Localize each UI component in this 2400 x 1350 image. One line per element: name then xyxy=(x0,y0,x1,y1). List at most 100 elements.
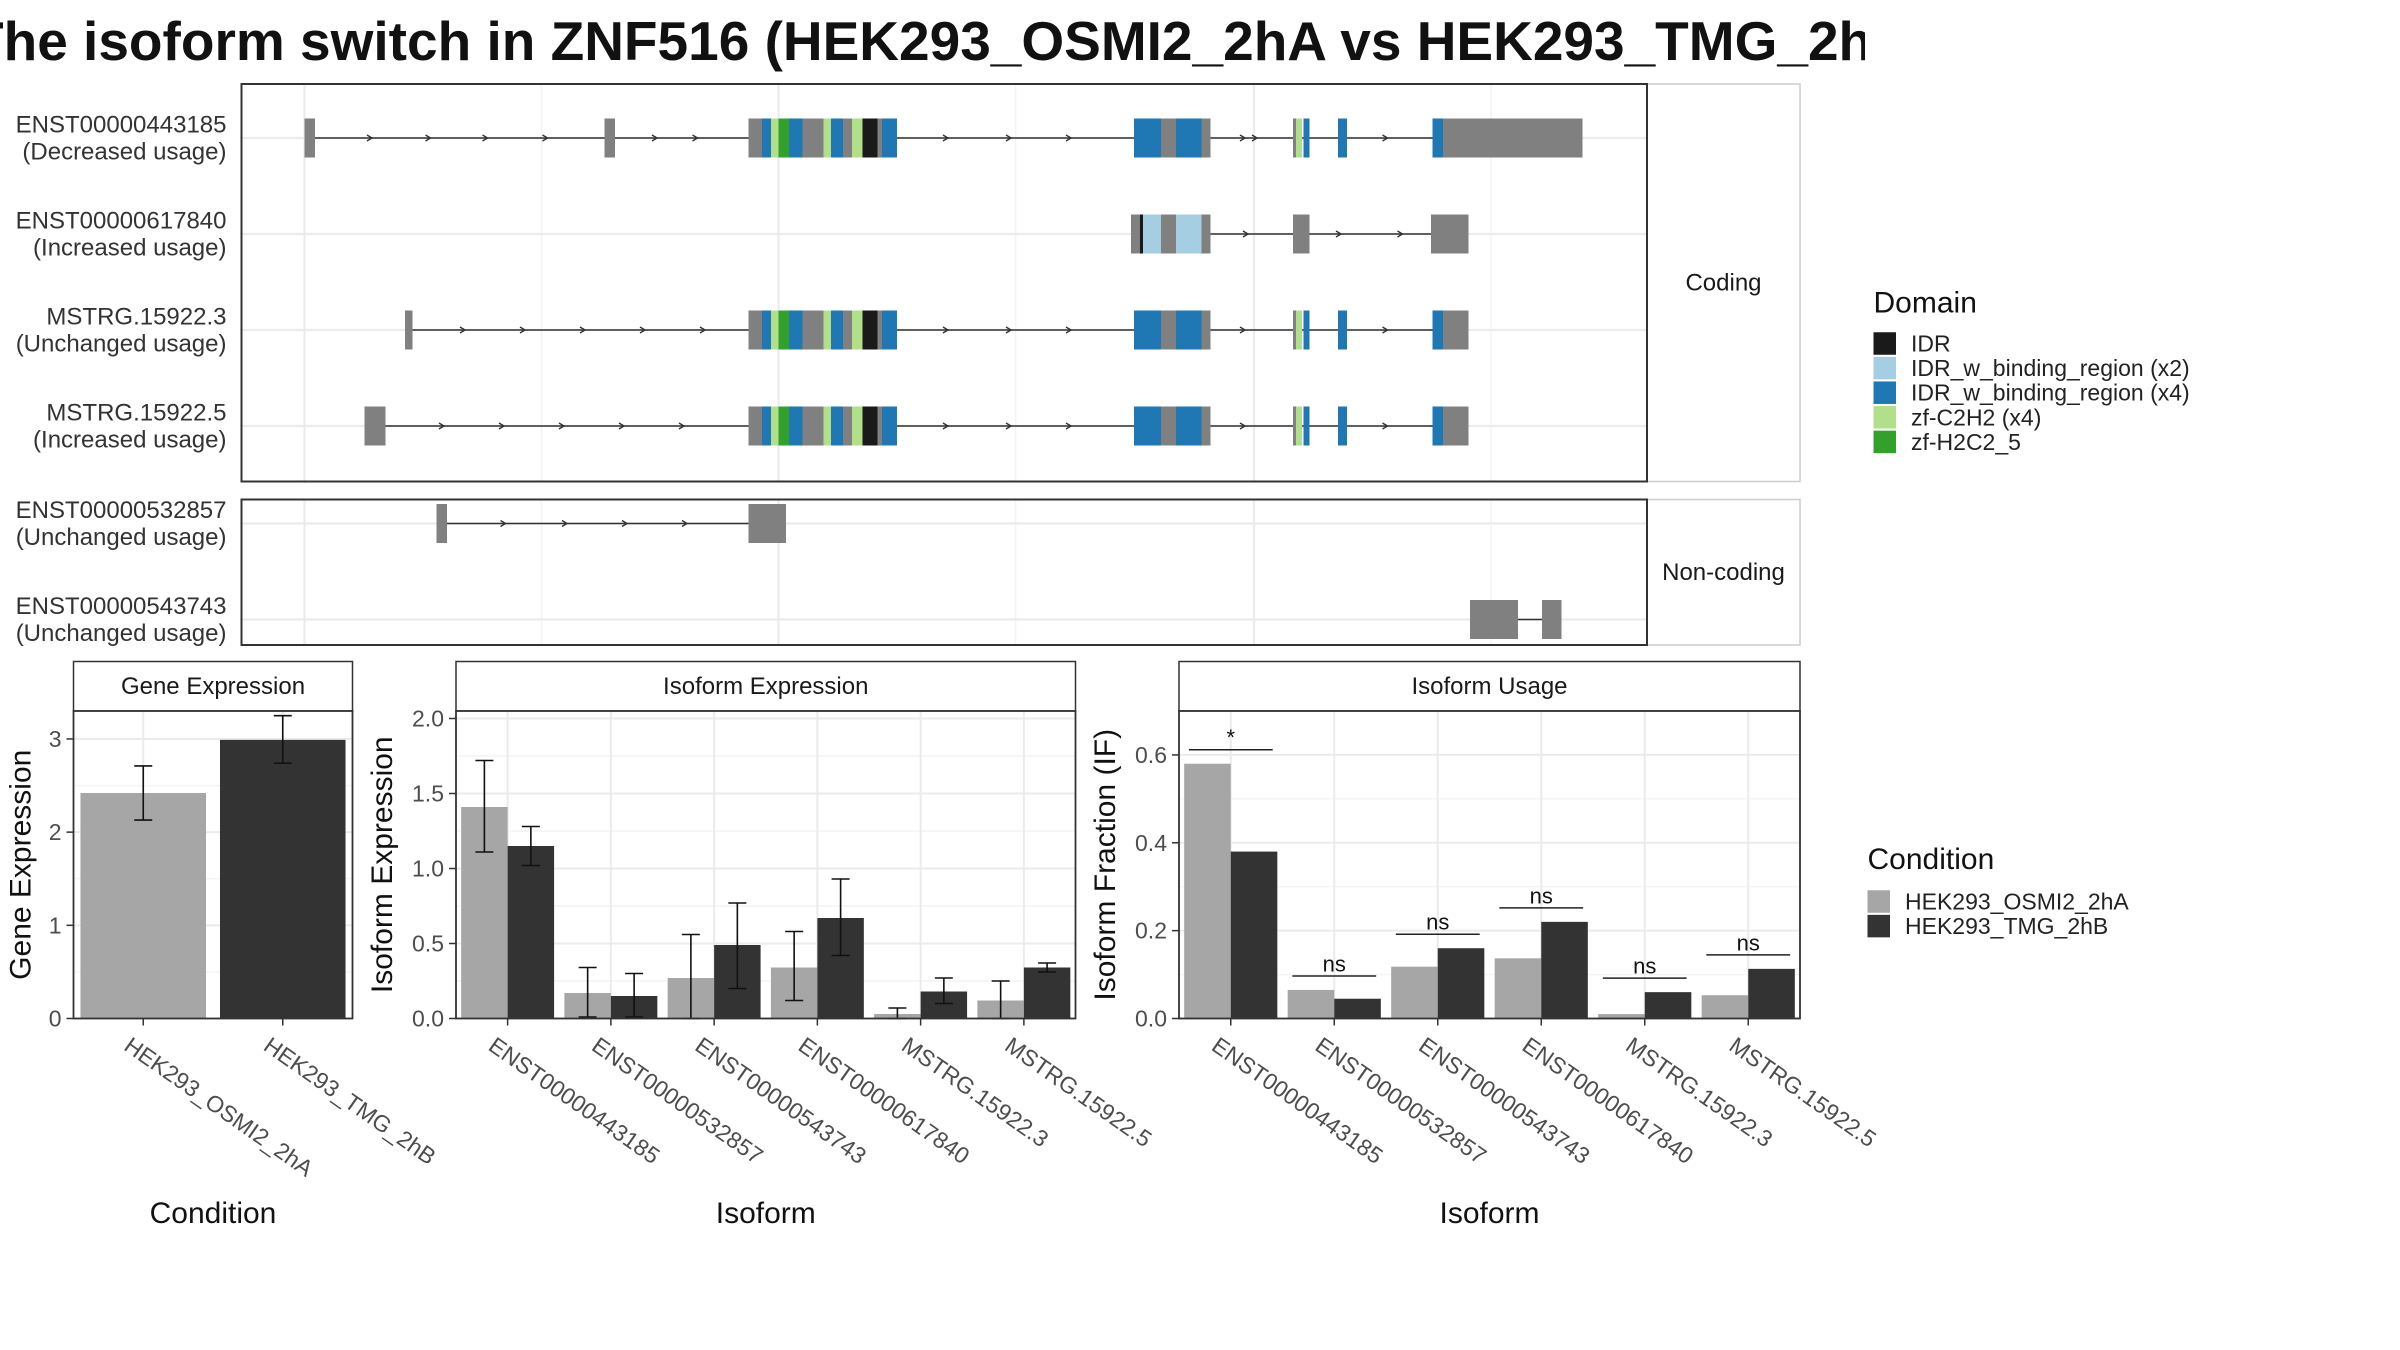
x-tick-label: ENST00000532857 xyxy=(1311,1032,1491,1169)
intron-arrow xyxy=(1065,422,1073,430)
domain-block xyxy=(1296,406,1302,446)
condition-legend-label: HEK293_OSMI2_2hA xyxy=(1905,889,2129,915)
intron-arrow xyxy=(681,519,689,528)
domain-legend-title: Domain xyxy=(1874,287,1977,320)
intron-arrow xyxy=(482,134,489,142)
panel-strip-label: Coding xyxy=(1685,269,1761,296)
intron-arrow xyxy=(1382,134,1389,142)
bar xyxy=(1184,763,1231,1019)
domain-legend-label: zf-H2C2_5 xyxy=(1911,429,2021,455)
condition-legend-title: Condition xyxy=(1868,843,1995,876)
significance-label: ns xyxy=(1530,883,1553,908)
bar xyxy=(1287,989,1335,1019)
panel-strip xyxy=(72,660,354,712)
significance-label: * xyxy=(1226,725,1235,750)
y-tick-label: 1.5 xyxy=(412,781,444,807)
y-tick-label: 1.0 xyxy=(412,856,444,882)
intron-arrow xyxy=(1382,422,1389,430)
intron-arrow xyxy=(1251,134,1259,142)
panel-strip xyxy=(1646,83,1801,483)
domain-block xyxy=(1134,118,1161,158)
domain-block xyxy=(823,118,831,158)
intron-arrow xyxy=(1005,326,1013,334)
domain-block xyxy=(1140,214,1143,254)
domain-block xyxy=(789,310,803,350)
intron-arrow xyxy=(542,134,549,142)
domain-block xyxy=(1134,406,1161,446)
significance-label: ns xyxy=(1323,951,1346,976)
plot-background xyxy=(1179,711,1800,1019)
intron-arrow xyxy=(639,326,647,334)
plot-frame xyxy=(1178,710,1801,1020)
x-tick-label: ENST00000617840 xyxy=(1518,1032,1698,1169)
exon xyxy=(1443,310,1469,350)
domain-block xyxy=(778,406,789,446)
intron-arrow xyxy=(1005,422,1013,430)
intron-arrow xyxy=(1242,230,1250,238)
domain-block xyxy=(831,406,843,446)
plot-frame xyxy=(72,710,354,1020)
domain-block xyxy=(1303,406,1310,446)
intron-arrow xyxy=(1065,134,1073,142)
chart-title: The isoform switch in ZNF516 (HEK293_OSM… xyxy=(0,10,1865,72)
domain-block xyxy=(882,310,897,350)
panel-title: Gene Expression xyxy=(121,673,305,700)
x-axis-title: Isoform xyxy=(716,1197,816,1230)
bar xyxy=(80,793,207,1019)
domain-block xyxy=(762,310,771,350)
domain-block xyxy=(802,406,824,446)
y-tick-label: 0.2 xyxy=(1135,918,1167,944)
intron-arrow xyxy=(1382,326,1389,334)
domain-block xyxy=(1303,310,1310,350)
domain-block xyxy=(823,406,831,446)
domain-block xyxy=(1338,406,1347,446)
intron-arrow xyxy=(1065,326,1073,334)
domain-legend-key xyxy=(1873,430,1896,454)
isoform-usage-label: (Unchanged usage) xyxy=(16,331,227,358)
intron-arrow xyxy=(1239,326,1247,334)
bar xyxy=(1748,968,1795,1019)
x-tick-label: ENST00000532857 xyxy=(587,1032,767,1169)
isoform-usage-label: (Unchanged usage) xyxy=(16,620,227,647)
exon xyxy=(1432,214,1469,254)
domain-legend-label: IDR_w_binding_region (x2) xyxy=(1911,355,2190,381)
x-axis-title: Isoform xyxy=(1439,1197,1539,1230)
significance-label: ns xyxy=(1633,954,1656,979)
isoform-usage-label: (Increased usage) xyxy=(33,235,226,262)
domain-block xyxy=(789,118,803,158)
domain-block xyxy=(831,118,843,158)
domain-block xyxy=(862,118,878,158)
y-tick-label: 0.5 xyxy=(412,931,444,957)
exon xyxy=(405,310,413,350)
condition-legend-key xyxy=(1867,914,1890,938)
intron-arrow xyxy=(942,326,950,334)
structure-panel-frame xyxy=(240,498,1648,646)
bar xyxy=(1644,992,1692,1019)
domain-block xyxy=(843,310,852,350)
domain-block xyxy=(877,310,882,350)
exon xyxy=(1542,600,1562,639)
isoform-id-label: ENST00000532857 xyxy=(16,497,227,524)
domain-block xyxy=(862,310,878,350)
intron-arrow xyxy=(459,326,467,334)
domain-block xyxy=(771,310,779,350)
domain-block xyxy=(843,406,852,446)
domain-legend-key xyxy=(1873,356,1896,380)
intron-arrow xyxy=(500,519,507,528)
structure-panel-bg xyxy=(241,84,1647,482)
x-tick-label: ENST00000543743 xyxy=(1414,1032,1594,1169)
intron-arrow xyxy=(651,134,659,142)
y-tick-label: 0 xyxy=(49,1006,62,1032)
exon xyxy=(1443,406,1469,446)
domain-block xyxy=(831,310,843,350)
domain-block xyxy=(1143,214,1161,254)
intron-arrow xyxy=(1239,134,1247,142)
panel-title: Isoform Usage xyxy=(1411,673,1567,700)
structure-panel-frame xyxy=(240,83,1648,483)
exon xyxy=(748,504,786,543)
exon xyxy=(436,504,447,543)
intron-arrow xyxy=(1397,230,1404,238)
intron-arrow xyxy=(618,422,626,430)
y-axis-title: Isoform Fraction (IF) xyxy=(1089,729,1122,1001)
exon xyxy=(748,310,762,350)
